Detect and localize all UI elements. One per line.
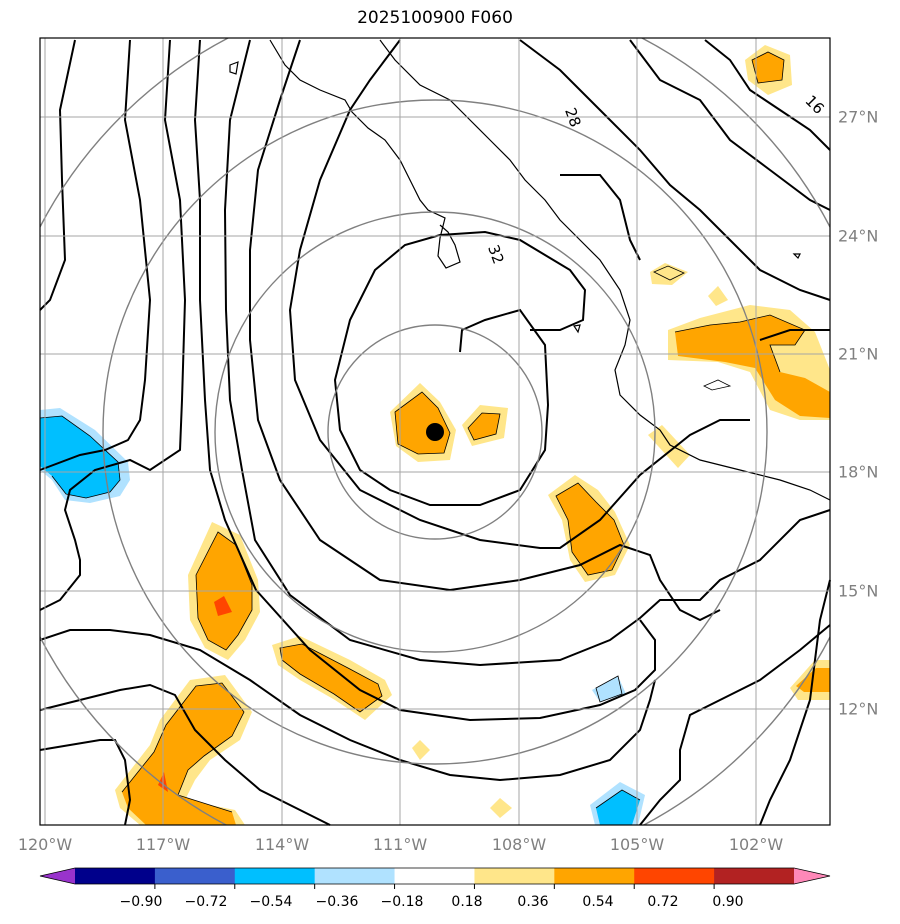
- contour-6: [39, 39, 187, 611]
- lon-label: 117°W: [135, 835, 191, 854]
- contour-5: [193, 39, 656, 722]
- contour-10: [39, 683, 331, 826]
- colorbar-segment: [474, 868, 555, 884]
- colorbar-outline: [39, 867, 831, 885]
- lat-label: 24°N: [838, 226, 879, 246]
- colorbar-segment: [634, 868, 715, 884]
- lon-label: 105°W: [609, 835, 665, 854]
- lon-label: 111°W: [372, 835, 428, 854]
- contour-se-2: [639, 624, 831, 826]
- lat-label: 12°N: [838, 699, 879, 719]
- range-ring: [214, 211, 656, 653]
- shade-small-s2: [490, 798, 512, 818]
- contour-east-4: [560, 174, 641, 261]
- shade-blue-west-inner: [40, 416, 120, 498]
- shade-blue-south-inner: [596, 790, 640, 825]
- contour-east-3: [704, 39, 831, 151]
- shade-small-s1: [412, 740, 430, 760]
- lon-label: 102°W: [728, 835, 784, 854]
- colorbar-segment: [714, 868, 795, 884]
- storm-center-marker: [426, 423, 444, 441]
- contour-11: [39, 739, 132, 826]
- shaded-fields: [40, 45, 830, 825]
- colorbar-extend-high: [794, 868, 830, 884]
- contour-3: [249, 39, 721, 622]
- colorbar-tick: 0.72: [647, 894, 679, 910]
- contour-label-16: 16: [802, 92, 828, 118]
- lat-label: 27°N: [838, 107, 879, 127]
- lat-label: 15°N: [838, 581, 879, 601]
- map-title: 2025100900 F060: [357, 8, 513, 28]
- contour-4: [223, 39, 831, 667]
- colorbar-segment: [75, 868, 156, 884]
- colorbar-tick: 0.36: [517, 894, 549, 910]
- contour-label-32: 32: [484, 242, 507, 266]
- colorbar-tick: −0.90: [119, 894, 163, 910]
- colorbar-tick: −0.54: [249, 894, 293, 910]
- shade-113w-inner: [280, 644, 382, 712]
- colorbar-segment: [394, 868, 475, 884]
- shade-small-ne: [650, 263, 688, 285]
- map-frame: [39, 37, 831, 826]
- colorbar-tick: −0.72: [184, 894, 228, 910]
- range-ring: [327, 324, 543, 540]
- coastline: [229, 39, 831, 501]
- contour-8: [39, 39, 76, 311]
- contour-2: [288, 39, 750, 549]
- island-1: [229, 61, 239, 75]
- lon-label: 114°W: [254, 835, 310, 854]
- lat-label: 21°N: [838, 344, 879, 364]
- coast-baja-east: [269, 39, 461, 269]
- contour-7: [39, 39, 152, 471]
- contour-9: [39, 629, 656, 782]
- island-2: [572, 324, 581, 334]
- graticule: [40, 38, 830, 825]
- colorbar-tick: 0.18: [451, 894, 483, 910]
- island-3: [792, 253, 801, 260]
- colorbar-tick: −0.36: [315, 894, 359, 910]
- shade-west-15n-red: [214, 596, 232, 616]
- height-contours: [39, 39, 831, 826]
- shade-small-e: [648, 425, 690, 468]
- lat-label: 18°N: [838, 462, 879, 482]
- contour-east-5: [759, 329, 830, 341]
- range-rings: [40, 38, 830, 825]
- colorbar-tick: −0.18: [380, 894, 424, 910]
- colorbar: [39, 867, 831, 889]
- contour-labels: 28 32 16: [484, 92, 828, 267]
- shade-northeast-inner: [752, 52, 784, 83]
- lon-label: 120°W: [17, 835, 73, 854]
- colorbar-segment: [154, 868, 236, 884]
- colorbar-segment: [554, 868, 635, 884]
- contour-east-2: [629, 39, 831, 211]
- colorbar-tick: 0.90: [712, 894, 744, 910]
- shade-small-ne2: [708, 286, 728, 306]
- contour-east-1: [519, 39, 831, 301]
- lon-label: 108°W: [491, 835, 547, 854]
- shade-east-inner: [675, 315, 830, 418]
- shade-sw-inner: [122, 683, 244, 825]
- coast-mainland: [379, 39, 831, 501]
- contour-inner: [333, 230, 587, 506]
- contour-se-1: [759, 579, 831, 826]
- colorbar-extend-low: [40, 868, 75, 884]
- colorbar-tick: 0.54: [582, 894, 614, 910]
- colorbar-segment: [234, 868, 316, 884]
- colorbar-segment: [314, 868, 396, 884]
- shade-outlines: [39, 51, 806, 813]
- range-ring: [102, 99, 768, 765]
